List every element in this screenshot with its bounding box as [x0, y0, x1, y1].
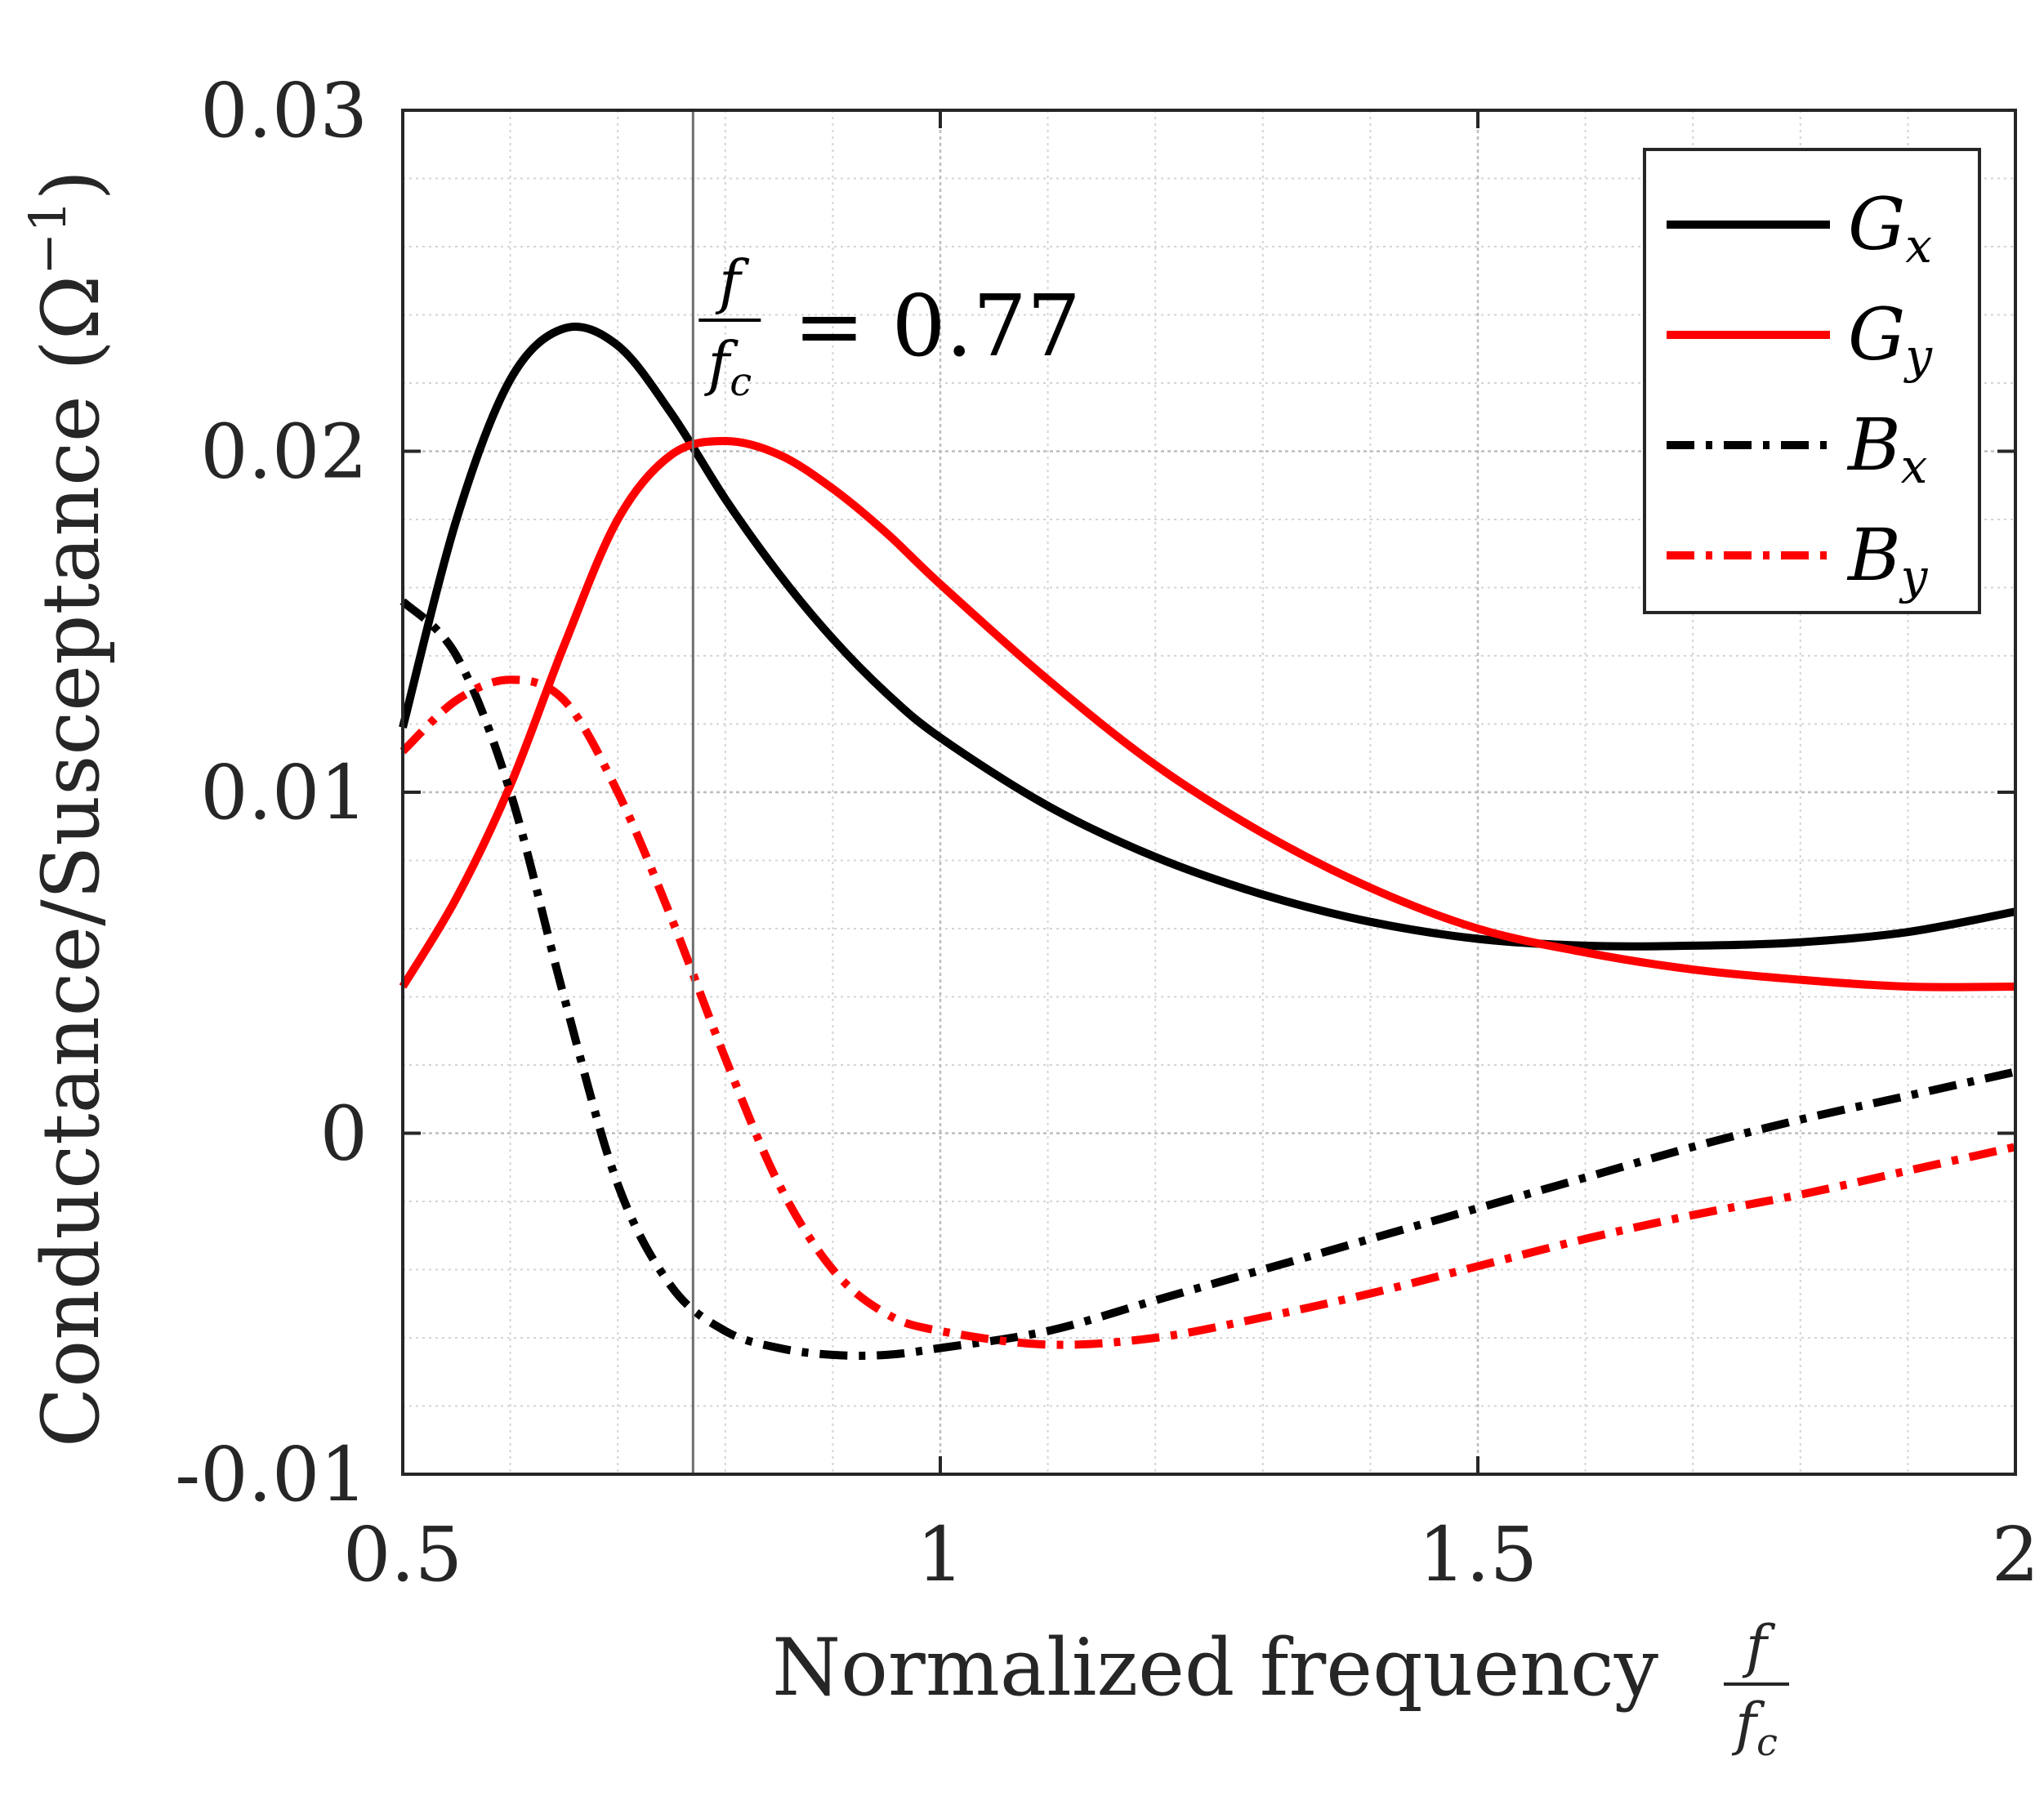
legend-label-sub: x: [1905, 218, 1932, 274]
x-axis-label: Normalized frequency f fc: [772, 1613, 1789, 1764]
series-line-gx: [399, 323, 2016, 951]
series-line-by: [399, 675, 2017, 1349]
y-tick-labels: -0.01 0 0.01 0.02 0.03: [175, 67, 368, 1518]
annotation-value: = 0.77: [793, 276, 1081, 376]
legend-label-main: G: [1848, 292, 1905, 377]
legend-label: By: [1846, 513, 1929, 604]
legend-item-gy: Gy: [1667, 292, 1933, 384]
x-axis-label-den-sub: c: [1756, 1720, 1778, 1764]
series-line-bx: [399, 598, 2017, 1360]
legend-label-main: B: [1846, 513, 1901, 597]
y-tick-label: 0.03: [200, 67, 368, 154]
x-tick-label: 1.5: [1418, 1511, 1537, 1598]
threshold-annotation: f fc = 0.77: [698, 247, 1081, 405]
series-line-gy: [399, 437, 2016, 992]
y-tick-label: 0.02: [200, 408, 368, 496]
y-axis-label-main: Conductance/Susceptance (Ω: [25, 275, 117, 1447]
legend-label: Gy: [1848, 292, 1933, 384]
x-tick-label: 1: [917, 1511, 965, 1598]
x-tick-label: 2: [1992, 1511, 2040, 1598]
x-axis-label-text: Normalized frequency: [772, 1622, 1658, 1714]
y-axis-label: Conductance/Susceptance (Ω−1): [18, 170, 117, 1447]
legend-label-main: B: [1846, 403, 1901, 487]
legend-label-sub: y: [1903, 328, 1933, 384]
legend-item-gx: Gx: [1667, 182, 1932, 274]
x-tick-label: 0.5: [343, 1511, 462, 1598]
legend-item-bx: Bx: [1667, 403, 1927, 494]
x-tick-labels: 0.5 1 1.5 2: [343, 1511, 2039, 1598]
legend-label: Gx: [1848, 182, 1932, 274]
y-axis-label-text: Conductance/Susceptance (Ω−1): [18, 170, 117, 1447]
legend-label-main: G: [1848, 182, 1905, 266]
legend-item-by: By: [1667, 513, 1929, 604]
y-tick-label: 0: [319, 1090, 368, 1178]
legend-label: Bx: [1846, 403, 1927, 494]
y-axis-label-close: ): [25, 170, 117, 200]
annotation-den-sub: c: [730, 359, 752, 405]
y-axis-label-superscript: −1: [18, 200, 78, 274]
series-layer: [399, 323, 2017, 1360]
legend-label-sub: x: [1901, 439, 1928, 494]
legend-label-sub: y: [1899, 549, 1929, 604]
tick-marks: [401, 109, 2017, 1476]
y-tick-label: 0.01: [200, 749, 368, 836]
y-tick-label: -0.01: [175, 1431, 368, 1518]
